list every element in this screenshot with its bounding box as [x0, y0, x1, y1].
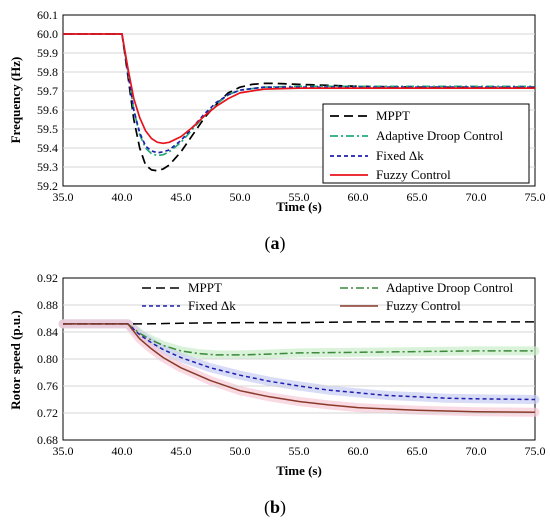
- panel-label-a-letter: a: [271, 233, 280, 253]
- series-line-mppt: [63, 321, 535, 325]
- x-tick-label: 70.0: [466, 190, 487, 204]
- series-line-fixed-k: [63, 33, 535, 154]
- x-tick-labels: 35.0 40.0 45.0 50.0 55.0 60.0 65.0 70.0 75.0: [53, 444, 546, 458]
- frequency-chart: 35.0 40.0 45.0 50.0 55.0 60.0 65.0 70.0 75.0 59.…: [8, 8, 546, 254]
- legend-label-mppt: MPPT: [188, 280, 222, 295]
- y-tick-label: 59.8: [37, 65, 58, 79]
- x-tick-label: 55.0: [289, 190, 310, 204]
- y-tick-label: 59.4: [37, 141, 58, 155]
- x-tick-labels: 35.0 40.0 45.0 50.0 55.0 60.0 65.0 70.0 75.0: [53, 190, 546, 204]
- legend-label-fuzzy-control: Fuzzy Control: [386, 298, 461, 313]
- y-tick-label: 59.5: [37, 122, 58, 136]
- x-axis-title: Time (s): [276, 199, 322, 214]
- x-tick-label: 60.0: [348, 190, 369, 204]
- y-tick-label: 0.72: [37, 406, 58, 420]
- x-tick-label: 50.0: [230, 444, 251, 458]
- y-axis-title: Rotor speed (p.u.): [8, 310, 23, 409]
- legend: MPPT Adaptive Droop Control Fixed Δk Fuzzy …: [322, 103, 530, 184]
- series-line-mppt: [63, 33, 535, 172]
- y-tick-label: 60.0: [37, 27, 58, 41]
- rotor-speed-chart: 35.0 40.0 45.0 50.0 55.0 60.0 65.0 70.0 75.0 0.6…: [8, 271, 546, 518]
- legend-label-fixed-k: Fixed Δk: [188, 298, 236, 313]
- x-tick-label: 45.0: [171, 444, 192, 458]
- legend-label-fixed-k: Fixed Δk: [376, 148, 424, 163]
- y-tick-label: 59.7: [37, 84, 58, 98]
- y-tick-label: 60.1: [37, 8, 58, 22]
- x-tick-label: 35.0: [53, 444, 74, 458]
- y-tick-labels: 59.2 59.3 59.4 59.5 59.6 59.7 59.8 59.9 60.0 60.1: [37, 8, 58, 193]
- series-line-fuzzy-control: [63, 33, 535, 145]
- series-line-fuzzy-control: [63, 323, 536, 414]
- y-tick-label: 0.76: [37, 379, 58, 393]
- x-axis-title: Time (s): [276, 463, 322, 478]
- legend-label-adaptive-droop-control: Adaptive Droop Control: [386, 280, 513, 295]
- panel-label-a: (a): [265, 233, 286, 254]
- x-tick-label: 40.0: [112, 190, 133, 204]
- legend-entries: MPPT Adaptive Droop Control Fixed Δk Fuzzy …: [142, 280, 513, 313]
- x-tick-label: 65.0: [407, 190, 428, 204]
- x-tick-label: 55.0: [289, 444, 310, 458]
- series-line-adaptive-droop-control: [63, 323, 535, 356]
- panel-label-b-letter: b: [270, 497, 280, 517]
- legend-label-adaptive-droop-control: Adaptive Droop Control: [376, 128, 503, 143]
- y-tick-label: 59.2: [37, 179, 58, 193]
- y-tick-label: 0.84: [37, 325, 58, 339]
- series-lines: [63, 33, 535, 172]
- legend-label-mppt: MPPT: [376, 108, 410, 123]
- series-lines: [63, 321, 536, 414]
- x-tick-label: 45.0: [171, 190, 192, 204]
- legend-label-fuzzy-control: Fuzzy Control: [376, 167, 451, 182]
- x-tick-label: 75.0: [525, 190, 546, 204]
- y-grid: [63, 304, 535, 414]
- legend-entries: MPPT Adaptive Droop Control Fixed Δk Fuzzy …: [330, 108, 503, 182]
- panel-label-b: (b): [264, 497, 286, 518]
- y-tick-label: 0.80: [37, 352, 58, 366]
- series-line-fixed-k: [63, 323, 536, 401]
- y-tick-label: 59.9: [37, 46, 58, 60]
- x-tick-label: 60.0: [348, 444, 369, 458]
- x-tick-label: 35.0: [53, 190, 74, 204]
- x-tick-label: 70.0: [466, 444, 487, 458]
- y-tick-labels: 0.68 0.72 0.76 0.80 0.84 0.88 0.92: [37, 271, 58, 447]
- x-tick-label: 75.0: [525, 444, 546, 458]
- y-tick-label: 59.3: [37, 160, 58, 174]
- y-tick-label: 0.92: [37, 271, 58, 285]
- y-tick-label: 59.6: [37, 103, 58, 117]
- y-tick-label: 0.88: [37, 298, 58, 312]
- x-tick-label: 65.0: [407, 444, 428, 458]
- y-axis-title: Frequency (Hz): [8, 57, 23, 144]
- x-tick-label: 50.0: [230, 190, 251, 204]
- legend-box: [322, 103, 530, 184]
- y-tick-label: 0.68: [37, 433, 58, 447]
- x-tick-label: 40.0: [112, 444, 133, 458]
